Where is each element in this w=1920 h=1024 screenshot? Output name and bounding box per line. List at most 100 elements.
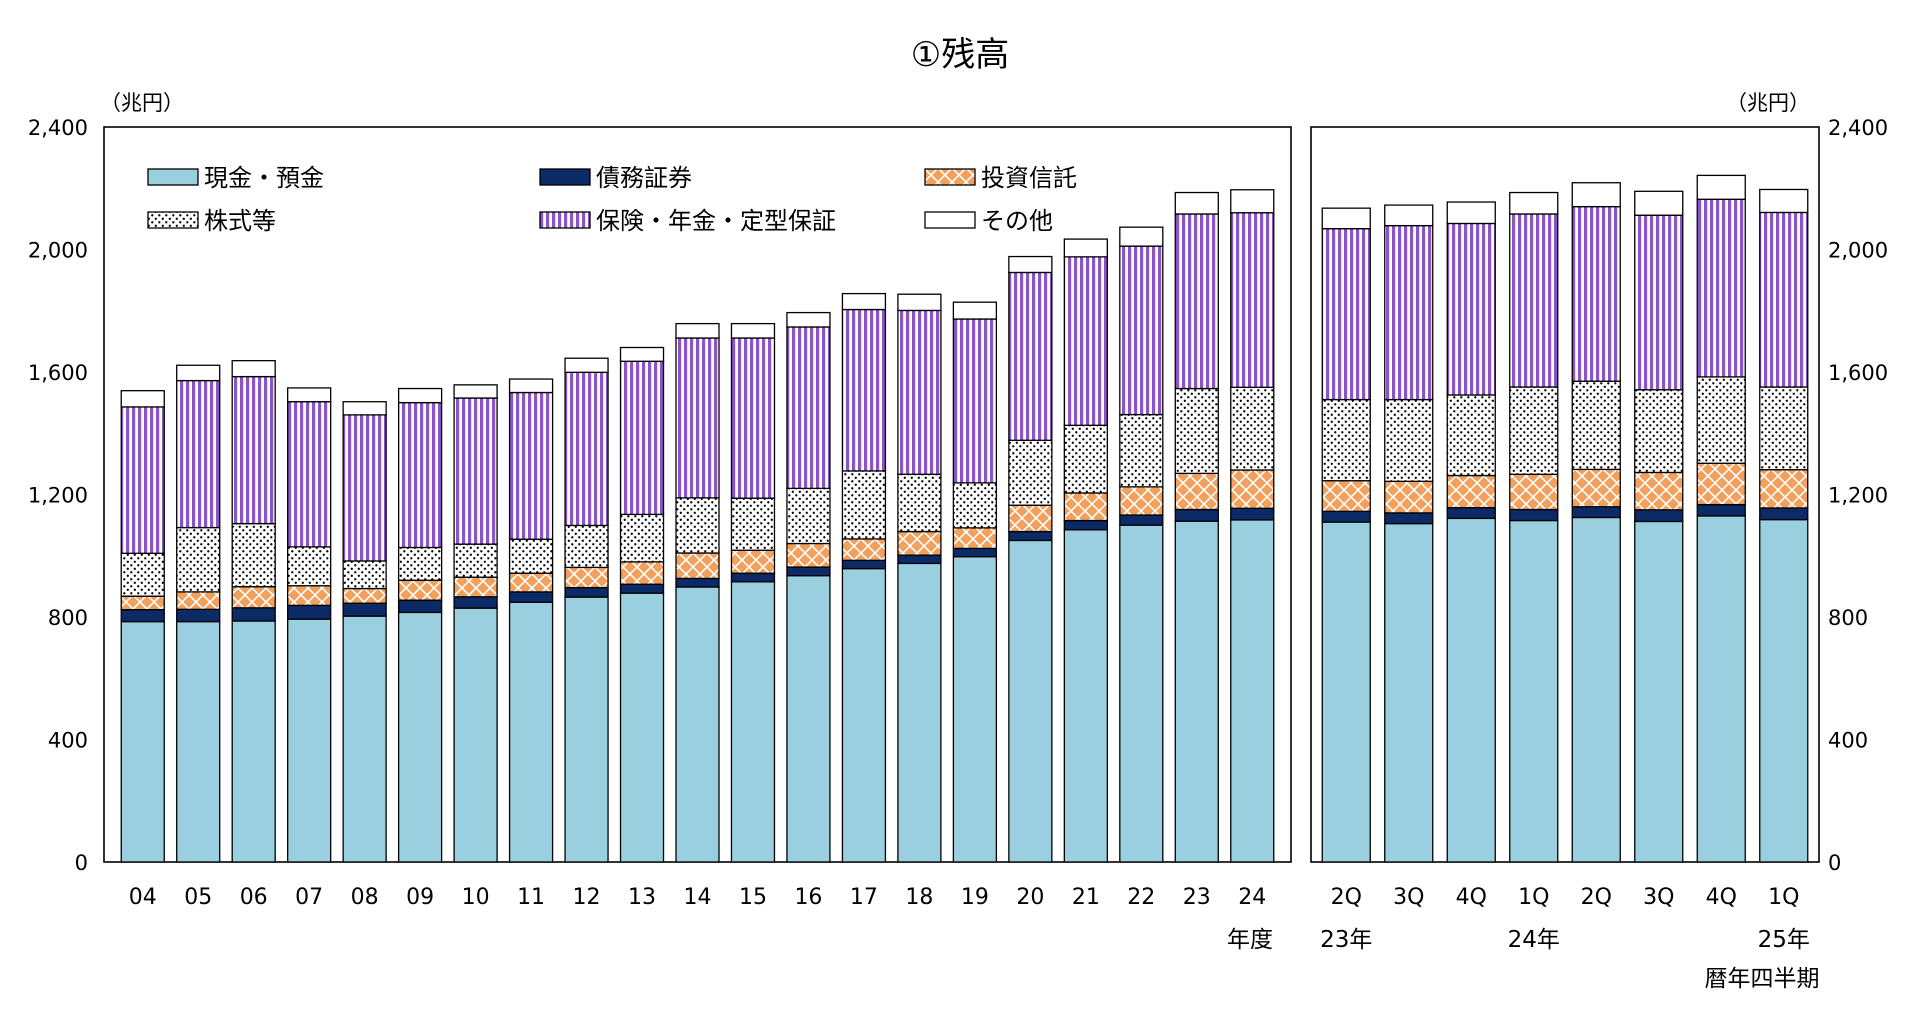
annual-bar-trust — [1119, 486, 1164, 516]
annual-bar-cash — [897, 562, 942, 863]
left-y-tick-label: 800 — [48, 606, 88, 630]
annual-bar-debt — [786, 566, 831, 577]
annual-bar-other — [453, 384, 498, 399]
annual-bar-insurance — [564, 371, 609, 527]
annual-bar-debt — [952, 547, 998, 558]
quarterly-bar-cash — [1446, 517, 1496, 863]
annual-bar-debt — [1174, 508, 1219, 522]
annual-bar-cash — [1008, 539, 1053, 863]
annual-bar-trust — [730, 549, 776, 574]
annual-bar-other — [287, 387, 332, 403]
annual-bar-cash — [508, 601, 554, 863]
annual-bar-trust — [675, 552, 720, 580]
annual-bar-insurance — [619, 360, 665, 516]
annual-bar-insurance — [730, 337, 776, 499]
annual-bar-debt — [453, 596, 498, 609]
annual-bar-other — [342, 401, 387, 416]
unit-label-left: （兆円） — [100, 91, 184, 115]
annual-bar-equity — [231, 522, 276, 588]
annual-bar-equity — [1119, 413, 1164, 488]
annual-bar-other — [730, 322, 776, 339]
quarterly-bar-debt — [1696, 503, 1746, 517]
annual-x-tick-label: 05 — [184, 885, 212, 910]
quarterly-x-labels: 2Q 3Q 4Q 1Q 2Q 3Q 4Q 1Q 23年 24年 25年 — [1320, 885, 1810, 953]
annual-bar-trust — [1008, 504, 1053, 533]
quarterly-bar-cash — [1509, 519, 1559, 863]
quarterly-bar-other — [1384, 204, 1434, 227]
annual-bar-equity — [453, 543, 498, 578]
annual-bar-insurance — [231, 375, 276, 525]
annual-bar-equity — [342, 560, 387, 590]
annual-x-tick-label: 17 — [850, 885, 878, 910]
left-y-tick-label: 0 — [75, 851, 88, 875]
annual-bar-trust — [841, 538, 887, 561]
annual-bar-other — [952, 301, 998, 320]
quarterly-bar-insurance — [1446, 222, 1496, 396]
annual-bar-cash — [730, 581, 776, 863]
annual-bar-debt — [730, 572, 776, 583]
annual-bar-equity — [952, 482, 998, 529]
annual-bar-trust — [120, 595, 165, 611]
annual-x-tick-label: 10 — [462, 885, 490, 910]
legend-label-other: その他 — [981, 207, 1053, 235]
quarterly-bar-cash — [1634, 520, 1684, 863]
quarterly-bar-other — [1571, 182, 1621, 208]
annual-bar-debt — [120, 609, 165, 623]
annual-bar-equity — [176, 526, 221, 593]
quarterly-bar-equity — [1571, 380, 1621, 471]
annual-bar-other — [231, 360, 276, 378]
quarterly-bar-cash — [1759, 518, 1809, 863]
annual-bar-debt — [287, 604, 332, 620]
legend-swatch-debt — [539, 168, 591, 186]
annual-bar-debt — [1119, 514, 1164, 526]
quarterly-bar-other — [1696, 174, 1746, 200]
quarterly-bar-trust — [1321, 480, 1371, 512]
annual-bar-trust — [453, 576, 498, 598]
quarterly-x-tick-label: 3Q — [1643, 885, 1674, 910]
annual-bar-equity — [619, 513, 665, 563]
annual-bar-insurance — [397, 401, 443, 549]
chart-title: ①残高 — [911, 35, 1009, 75]
quarterly-bar-equity — [1696, 376, 1746, 464]
annual-bar-insurance — [1008, 271, 1053, 441]
quarterly-bar-insurance — [1759, 211, 1809, 388]
quarterly-bar-equity — [1384, 398, 1434, 482]
quarterly-bar-other — [1634, 190, 1684, 216]
quarterly-x-tick-label: 3Q — [1393, 885, 1424, 910]
quarterly-bars — [1321, 174, 1809, 863]
annual-bar-equity — [730, 497, 776, 551]
annual-bar-trust — [786, 542, 831, 568]
legend-label-equity: 株式等 — [204, 207, 276, 235]
legend-label-trust: 投資信託 — [981, 164, 1077, 192]
annual-bar-cash — [397, 611, 443, 863]
annual-bar-insurance — [841, 308, 887, 472]
annual-x-tick-label: 04 — [129, 885, 157, 910]
left-y-tick-label: 400 — [48, 729, 88, 753]
annual-bar-equity — [287, 546, 332, 587]
annual-bar-trust — [897, 530, 942, 556]
quarterly-x-tick-label: 4Q — [1456, 885, 1487, 910]
right-y-tick-label: 1,200 — [1828, 484, 1888, 508]
annual-bar-cash — [231, 620, 276, 863]
annual-bar-trust — [397, 579, 443, 601]
annual-x-tick-label: 24 — [1238, 885, 1266, 910]
right-y-tick-label: 2,000 — [1828, 239, 1888, 263]
annual-bar-equity — [1008, 439, 1053, 506]
annual-bar-cash — [1063, 529, 1108, 863]
quarterly-year-label: 25年 — [1758, 927, 1810, 953]
annual-bar-insurance — [176, 379, 221, 529]
annual-bar-equity — [675, 497, 720, 554]
annual-bars — [120, 189, 1275, 863]
annual-bar-equity — [897, 473, 942, 533]
annual-bar-insurance — [1063, 256, 1108, 426]
annual-bar-insurance — [952, 318, 998, 484]
quarterly-x-tick-label: 1Q — [1518, 885, 1549, 910]
quarterly-bar-trust — [1696, 462, 1746, 506]
annual-bar-equity — [841, 470, 887, 540]
annual-x-tick-label: 09 — [406, 885, 434, 910]
quarterly-bar-other — [1321, 207, 1371, 230]
legend-label-debt: 債務証券 — [596, 164, 692, 192]
